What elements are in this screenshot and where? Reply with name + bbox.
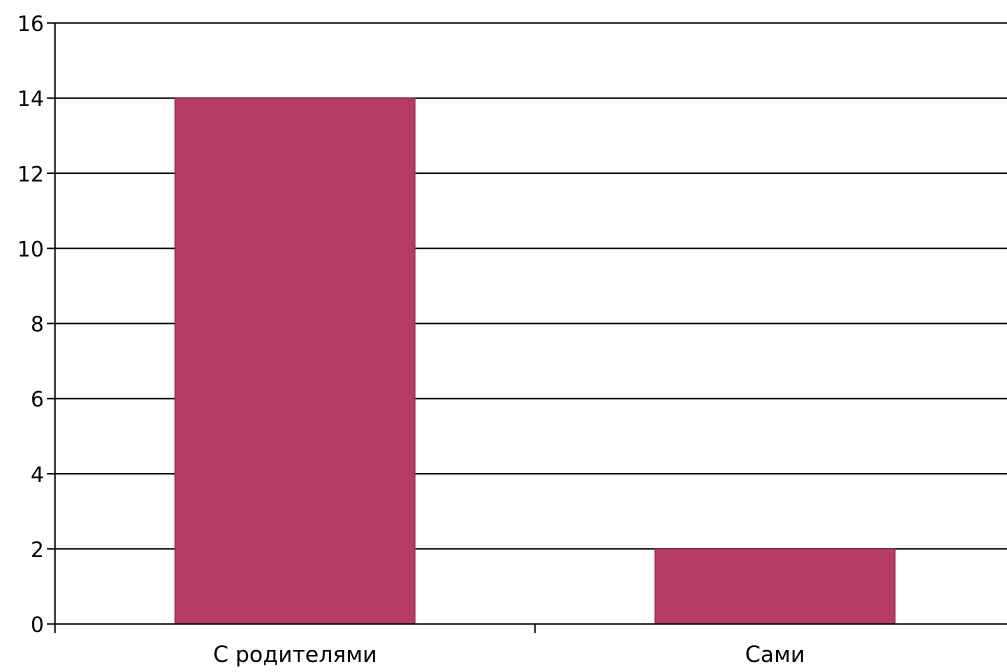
y-tick-label: 10 <box>17 237 44 261</box>
y-tick-label: 12 <box>17 162 44 186</box>
y-tick-label: 6 <box>31 388 44 412</box>
bars <box>174 97 896 625</box>
y-tick-label: 2 <box>31 538 44 562</box>
y-tick-label: 8 <box>31 313 44 337</box>
axes <box>47 22 1007 633</box>
y-tick-label: 16 <box>17 12 44 36</box>
bar-1[interactable] <box>174 97 416 625</box>
y-tick-label: 4 <box>31 463 44 487</box>
y-tick-label: 14 <box>17 87 44 111</box>
y-tick-label: 0 <box>31 613 44 637</box>
tick-labels: 0 2 4 6 8 10 12 14 16 С родителями Сами <box>17 12 805 668</box>
bar-2[interactable] <box>654 548 896 625</box>
x-tick-label: С родителями <box>213 643 377 668</box>
x-tick-label: Сами <box>745 643 805 668</box>
